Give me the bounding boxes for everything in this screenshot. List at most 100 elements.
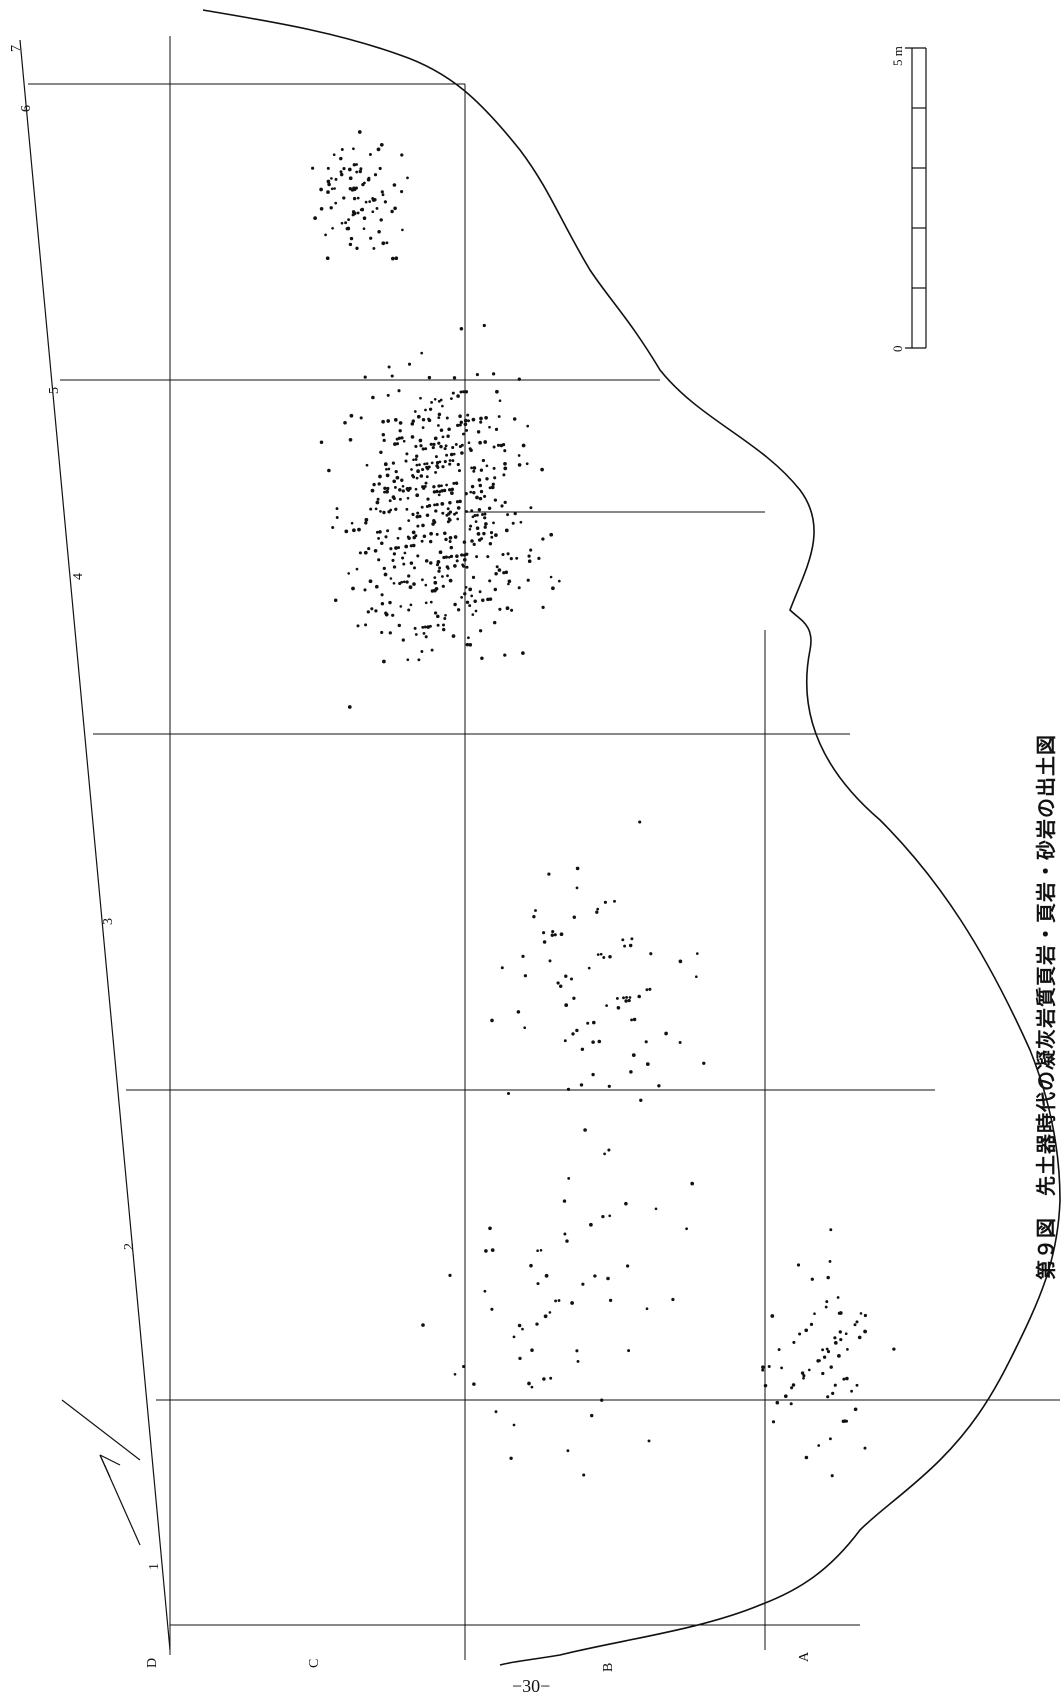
artifact-dot xyxy=(472,466,477,470)
artifact-dot xyxy=(401,638,405,642)
artifact-dot xyxy=(845,1419,848,1423)
artifact-dot xyxy=(424,635,428,639)
artifact-dot xyxy=(420,351,424,355)
artifact-dot xyxy=(344,529,349,534)
artifact-dot xyxy=(383,572,388,577)
artifact-dot xyxy=(439,444,443,449)
artifact-dot xyxy=(470,466,473,470)
artifact-dot xyxy=(435,461,440,465)
artifact-dot xyxy=(460,451,464,455)
artifact-dot xyxy=(410,468,413,471)
artifact-dot xyxy=(572,915,577,919)
artifact-dot xyxy=(398,421,403,425)
artifact-dot xyxy=(517,454,521,457)
artifact-dot xyxy=(411,512,415,516)
artifact-dot xyxy=(536,1249,539,1252)
artifact-dot xyxy=(411,419,415,423)
artifact-dot xyxy=(481,458,485,463)
artifact-dot xyxy=(347,705,352,709)
artifact-dot xyxy=(416,511,420,515)
artifact-dot xyxy=(850,1389,853,1393)
artifact-dot xyxy=(462,564,465,568)
artifact-dot xyxy=(449,452,454,457)
artifact-dot xyxy=(525,462,529,466)
artifact-dot xyxy=(775,1400,780,1405)
artifact-dot xyxy=(362,216,367,220)
artifact-dot xyxy=(830,1474,834,1478)
artifact-dot xyxy=(374,609,378,613)
artifact-dot xyxy=(401,228,404,232)
artifact-dot xyxy=(476,532,481,536)
artifact-dot xyxy=(488,425,491,429)
artifact-dot xyxy=(372,246,376,250)
artifact-dot xyxy=(326,166,330,170)
artifact-dot xyxy=(500,504,504,508)
artifact-dot xyxy=(541,537,545,541)
artifact-dot xyxy=(462,540,467,544)
artifact-dot xyxy=(483,1289,487,1293)
artifact-dot xyxy=(453,564,457,568)
artifact-dot xyxy=(507,582,510,586)
artifact-dot xyxy=(451,445,455,450)
artifact-dot xyxy=(385,241,389,245)
artifact-dot xyxy=(397,546,401,550)
artifact-dot xyxy=(387,365,391,369)
artifact-dot xyxy=(363,550,368,555)
artifact-dot xyxy=(453,512,456,516)
artifact-dot xyxy=(467,636,470,640)
artifact-dot xyxy=(413,626,417,630)
artifact-dot xyxy=(509,557,513,561)
artifact-dot xyxy=(393,442,397,446)
artifact-dot xyxy=(363,588,367,592)
artifact-dot xyxy=(437,493,441,497)
artifact-dot xyxy=(347,218,351,222)
artifact-dot xyxy=(597,1039,602,1044)
artifact-dot xyxy=(435,489,439,494)
artifact-dot xyxy=(439,428,444,433)
artifact-dot xyxy=(378,474,382,479)
artifact-dot xyxy=(437,569,441,573)
artifact-dot xyxy=(412,535,416,540)
artifact-dot xyxy=(563,1232,567,1236)
artifact-dot xyxy=(892,1347,896,1351)
artifact-dot xyxy=(398,488,402,492)
artifact-dot xyxy=(645,1062,650,1066)
artifact-dot xyxy=(512,1423,516,1427)
artifact-dot xyxy=(437,424,440,427)
artifact-dot xyxy=(392,552,397,556)
artifact-dot xyxy=(777,1348,781,1352)
artifact-dot xyxy=(401,484,405,488)
artifact-dot xyxy=(800,1371,805,1375)
artifact-dot xyxy=(415,476,419,480)
artifact-dot xyxy=(395,442,400,446)
artifact-dot xyxy=(482,531,486,536)
artifact-dot xyxy=(517,463,522,467)
artifact-dot xyxy=(571,1032,575,1036)
artifact-dot xyxy=(456,423,460,428)
artifact-dot xyxy=(557,579,561,583)
artifact-dot xyxy=(846,1348,849,1351)
artifact-dot xyxy=(409,603,413,607)
artifact-dot xyxy=(468,643,473,647)
artifact-dot xyxy=(593,1274,597,1278)
artifact-dot xyxy=(529,1263,533,1268)
artifact-dot xyxy=(506,513,510,517)
artifact-dot xyxy=(429,442,433,446)
artifact-dot xyxy=(357,130,362,134)
artifact-dot xyxy=(504,528,509,533)
artifact-dot xyxy=(347,167,352,172)
artifact-dot xyxy=(790,1386,794,1390)
artifact-dot xyxy=(637,994,641,999)
artifact-dot xyxy=(461,390,466,394)
artifact-dot xyxy=(649,952,653,956)
artifact-dot xyxy=(501,552,505,557)
artifact-dot xyxy=(400,436,404,440)
artifact-dot xyxy=(400,580,404,584)
artifact-dot xyxy=(442,627,446,632)
artifact-dot xyxy=(518,1356,522,1361)
artifact-dot xyxy=(349,236,354,241)
artifact-dot xyxy=(825,1347,829,1351)
artifact-dot xyxy=(470,539,474,543)
artifact-dot xyxy=(352,528,356,533)
